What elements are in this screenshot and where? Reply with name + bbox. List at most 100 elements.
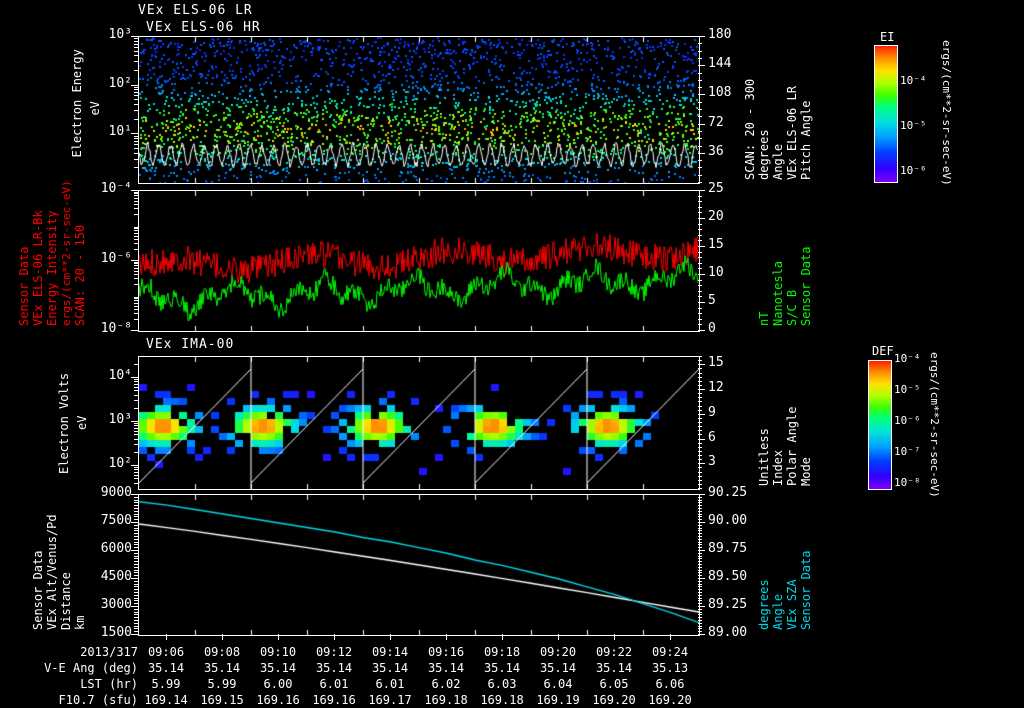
axis-tick	[698, 290, 702, 292]
axis-tick	[698, 190, 702, 191]
panel3-colorbar-gradient	[868, 360, 892, 490]
axis-tick	[134, 95, 138, 97]
axis-tick	[134, 319, 138, 321]
axis-tick	[134, 603, 138, 605]
axis-tick	[698, 578, 702, 579]
panel4-right-tick-4: 89.25	[708, 597, 748, 612]
panel1-title-lr: VEx ELS-06 LR	[138, 3, 253, 18]
axis-tick	[698, 72, 702, 74]
axis-tick	[134, 617, 138, 619]
panel4-left-tick-5: 1500	[100, 625, 132, 640]
axis-tick	[134, 597, 138, 599]
axis-tick	[698, 174, 702, 176]
axis-tick	[390, 634, 391, 640]
panel-altitude-sza[interactable]	[138, 494, 700, 636]
axis-tick	[134, 608, 138, 610]
axis-tick	[131, 36, 138, 37]
axis-tick	[134, 270, 138, 272]
axis-tick	[698, 368, 702, 370]
axis-tick	[131, 84, 138, 86]
axis-tick	[698, 527, 702, 529]
axis-tick	[698, 109, 702, 110]
axis-tick	[698, 510, 702, 512]
axis-tick	[134, 558, 138, 560]
axis-tick	[134, 592, 138, 593]
axis-tick	[134, 502, 138, 504]
panel3-right-tick-2: 9	[708, 404, 716, 420]
panel-electron-energy-spectrogram[interactable]	[138, 36, 700, 184]
axis-tick	[134, 580, 138, 582]
axis-tick	[698, 145, 702, 147]
axis-tick	[698, 94, 702, 96]
axis-tick	[698, 257, 702, 259]
panel-energy-intensity-magnetic[interactable]	[138, 190, 700, 332]
axis-tick	[698, 397, 702, 399]
axis-tick	[698, 57, 702, 59]
axis-tick	[134, 158, 138, 160]
axis-tick	[134, 451, 138, 453]
axis-tick	[698, 438, 702, 440]
panel4-left-axis-line3: km	[73, 615, 87, 630]
panel2-right-axis-line1: S/C B	[785, 289, 799, 326]
axis-tick	[134, 43, 138, 45]
axis-tick	[698, 167, 702, 169]
axis-tick	[134, 550, 138, 551]
axis-tick	[134, 471, 138, 473]
panel3-right-axis-line2: Index	[771, 449, 785, 486]
axis-tick	[698, 372, 702, 374]
axis-tick	[698, 569, 702, 571]
axis-tick	[698, 285, 702, 287]
panel1-colorbar-title: EI	[880, 30, 895, 44]
axis-tick	[698, 555, 702, 557]
axis-tick	[134, 430, 138, 432]
axis-tick	[134, 302, 138, 304]
panel4-left-tick-2: 6000	[100, 541, 132, 556]
panel1-right-axis-line3: degrees	[757, 129, 771, 180]
axis-tick	[698, 251, 702, 253]
time-table-row-label-2: LST (hr)	[80, 677, 138, 691]
axis-tick	[134, 99, 138, 101]
time-table-cell-ve_ang-3: 35.14	[315, 661, 353, 675]
axis-tick	[134, 536, 138, 537]
axis-tick	[134, 634, 138, 635]
axis-tick	[134, 86, 138, 88]
panel3-left-tick-2: 10²	[108, 455, 132, 471]
axis-tick	[698, 450, 702, 452]
panel3-right-tick-1: 12	[708, 380, 724, 395]
panel-ima-spectrogram[interactable]	[138, 356, 700, 490]
axis-tick	[134, 284, 138, 286]
axis-tick	[698, 628, 702, 630]
axis-tick	[698, 625, 702, 627]
axis-tick	[698, 307, 702, 309]
axis-tick	[131, 330, 138, 331]
axis-tick	[698, 522, 702, 523]
axis-tick	[134, 383, 138, 385]
axis-tick	[134, 267, 138, 269]
axis-tick	[131, 133, 138, 135]
axis-tick	[134, 235, 138, 237]
axis-tick	[698, 201, 702, 203]
axis-tick	[698, 446, 702, 448]
axis-tick	[134, 600, 138, 602]
panel4-left-tick-4: 3000	[100, 597, 132, 612]
axis-tick	[698, 389, 702, 390]
time-table-cell-lst-5: 6.02	[431, 677, 461, 691]
axis-tick	[698, 324, 702, 326]
energy-intensity-magnetic-canvas	[139, 191, 699, 331]
axis-tick	[698, 502, 702, 504]
panel2-right-axis-line2: Nanotesla	[771, 260, 785, 326]
axis-tick	[698, 279, 702, 281]
axis-tick	[698, 508, 702, 509]
axis-tick	[134, 55, 138, 57]
axis-tick	[698, 101, 702, 103]
axis-tick	[698, 519, 702, 521]
panel2-left-tick-1: 10⁻⁶	[100, 251, 132, 266]
axis-tick	[278, 634, 279, 640]
axis-tick	[698, 547, 702, 549]
axis-tick	[698, 483, 702, 485]
axis-tick	[134, 425, 138, 427]
axis-tick	[698, 218, 702, 219]
axis-tick	[698, 516, 702, 518]
axis-tick	[698, 195, 702, 197]
axis-tick	[670, 634, 671, 640]
